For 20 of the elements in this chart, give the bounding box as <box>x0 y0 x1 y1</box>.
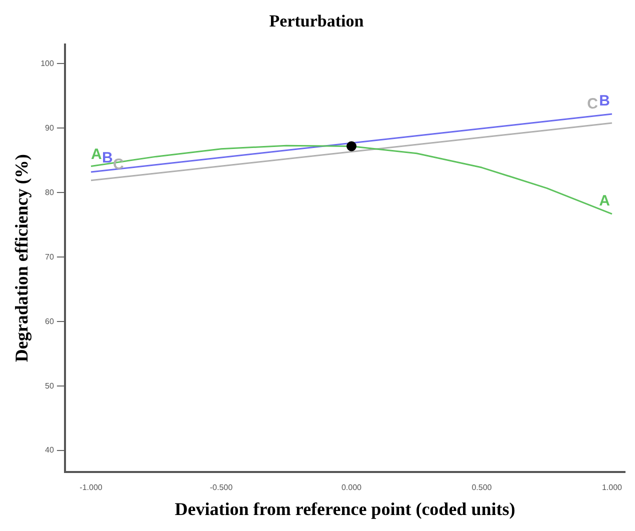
y-tick-label: 60 <box>45 316 54 326</box>
x-axis-title: Deviation from reference point (coded units) <box>174 498 516 519</box>
y-tick-label: 80 <box>45 188 54 197</box>
text: A <box>90 146 102 163</box>
series-label: B <box>102 150 113 167</box>
y-tick-label: 40 <box>45 446 54 455</box>
x-tick-label: 0.500 <box>472 482 492 492</box>
x-tick-label: -1.000 <box>80 482 103 492</box>
y-tick-label: 100 <box>40 58 54 68</box>
y-axis-title: Degradation efficiency (%) <box>11 154 32 362</box>
chart-title: Perturbation <box>269 12 364 31</box>
x-tick-label: -0.500 <box>210 482 234 492</box>
y-tick-label: 50 <box>45 381 54 390</box>
x-tick-label: 1.000 <box>602 482 623 492</box>
y-tick-label: 70 <box>45 252 54 262</box>
text: B <box>599 92 610 110</box>
series-label: A <box>599 192 610 210</box>
y-tick-label: 90 <box>45 123 54 132</box>
text: C <box>587 96 598 113</box>
x-tick-label: 0.000 <box>341 482 362 492</box>
